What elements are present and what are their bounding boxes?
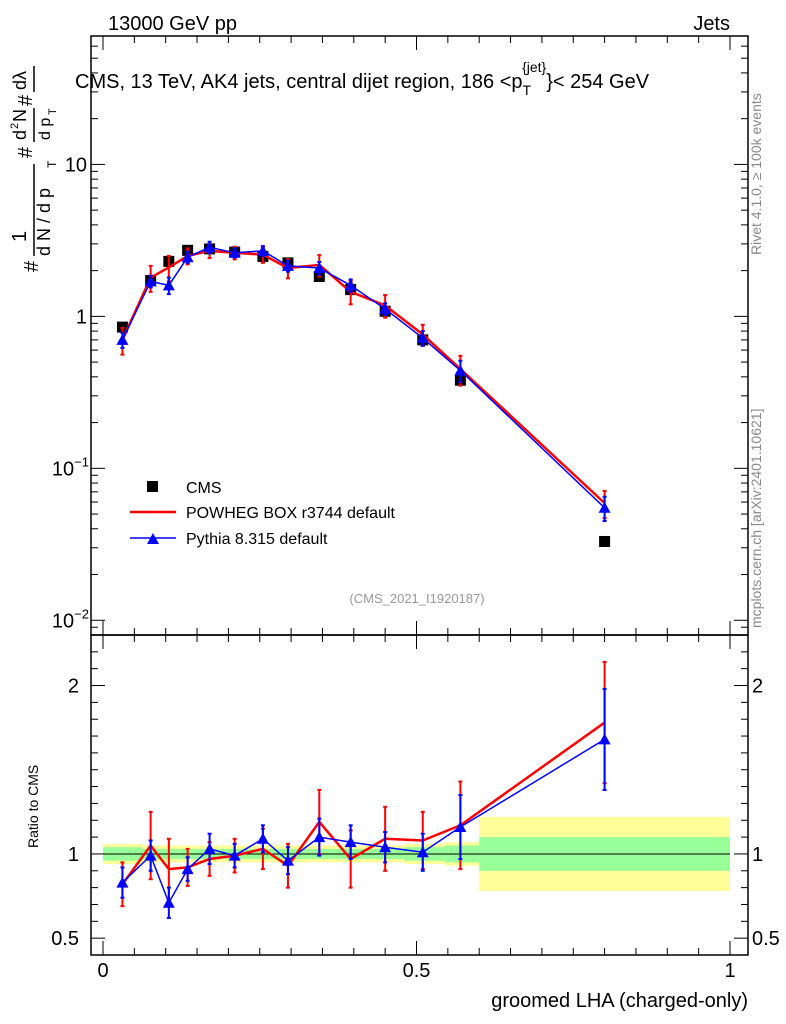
rivet-version-label: Rivet 4.1.0, ≥ 100k events bbox=[748, 93, 764, 255]
ratio-pythia-point bbox=[281, 854, 294, 866]
ratio-y-tick-label-right: 2 bbox=[752, 676, 763, 698]
header-energy: 13000 GeV pp bbox=[108, 13, 237, 35]
plot-title: CMS, 13 TeV, AK4 jets, central dijet reg… bbox=[75, 59, 650, 98]
pythia-point bbox=[416, 332, 429, 344]
ylabel-dpt: d p bbox=[37, 118, 54, 140]
x-tick-label: 0.5 bbox=[403, 960, 431, 982]
pythia-point bbox=[454, 364, 467, 376]
pythia-point bbox=[313, 262, 326, 274]
ratio-y-tick-label-right: 0.5 bbox=[752, 928, 780, 950]
main-y-axis-label: # 1 d N / d p T # d 2 N d p T # dλ bbox=[9, 66, 59, 272]
ratio-pythia-point bbox=[454, 821, 467, 832]
ratio-pythia-line bbox=[121, 738, 605, 905]
ratio-y-axis-label: Ratio to CMS bbox=[25, 765, 41, 848]
ratio-pythia-point bbox=[203, 842, 216, 854]
pythia-line bbox=[121, 246, 606, 509]
pythia-point bbox=[256, 244, 269, 256]
ratio-y-tick-label: 1 bbox=[68, 844, 79, 866]
ratio-pythia-point bbox=[598, 733, 611, 745]
ylabel-N: N bbox=[10, 109, 30, 122]
pythia-point bbox=[144, 275, 157, 287]
ylabel-dlambda: dλ bbox=[10, 71, 30, 90]
ylabel-d: d bbox=[10, 130, 30, 140]
main-y-tick-label: 10−1 bbox=[52, 454, 89, 480]
main-panel: 10−2 10−1 1 10 bbox=[52, 35, 749, 636]
ylabel-one: 1 bbox=[9, 231, 31, 242]
pythia-point bbox=[598, 501, 611, 513]
main-y-tick-label: 10 bbox=[65, 154, 87, 176]
cms-point bbox=[599, 535, 611, 547]
ylabel-hash1: # bbox=[21, 260, 43, 272]
legend-cms-marker bbox=[147, 481, 158, 492]
x-tick-label: 1 bbox=[724, 960, 735, 982]
pythia-point bbox=[181, 251, 194, 263]
ratio-pythia-point bbox=[344, 836, 357, 848]
ratio-pythia-point bbox=[416, 846, 429, 858]
analysis-tag: (CMS_2021_I1920187) bbox=[349, 591, 484, 606]
ylabel-hash3: # bbox=[15, 94, 37, 106]
ylabel-hash2: # bbox=[15, 146, 37, 158]
header-jets: Jets bbox=[693, 13, 730, 35]
ratio-y-tick-label-right: 1 bbox=[752, 844, 763, 866]
pythia-point bbox=[116, 333, 129, 345]
ylabel-sub-t1: T bbox=[45, 160, 59, 168]
legend-cms-label: CMS bbox=[186, 480, 222, 497]
pythia-point bbox=[203, 241, 216, 253]
powheg-line bbox=[121, 249, 606, 505]
pythia-point bbox=[379, 302, 392, 314]
x-tick-label: 0 bbox=[97, 960, 108, 982]
legend: CMS POWHEG BOX r3744 default Pythia 8.31… bbox=[130, 480, 396, 548]
main-y-tick-label: 10−2 bbox=[52, 606, 89, 632]
legend-pythia-marker bbox=[147, 533, 159, 544]
pythia-point bbox=[344, 279, 357, 291]
title-sup: {jet} bbox=[522, 59, 546, 75]
title-sub: T bbox=[523, 82, 532, 98]
ratio-pythia-point bbox=[313, 831, 326, 843]
ylabel-sup-2: 2 bbox=[9, 123, 21, 129]
ratio-y-tick-label: 2 bbox=[68, 676, 79, 698]
ratio-pythia-point bbox=[379, 841, 392, 853]
pythia-point bbox=[228, 246, 241, 258]
main-y-tick-label: 1 bbox=[76, 306, 87, 328]
ratio-pythia-point bbox=[116, 876, 129, 888]
pythia-point bbox=[162, 279, 175, 291]
ratio-panel: 0 0.5 1 0.5 0.5 1 1 2 2 bbox=[51, 634, 780, 982]
title-main: CMS, 13 TeV, AK4 jets, central dijet reg… bbox=[75, 71, 523, 93]
x-axis-label: groomed LHA (charged-only) bbox=[491, 990, 748, 1012]
ratio-pythia-point bbox=[256, 832, 269, 844]
ratio-pythia-point bbox=[228, 849, 241, 861]
ratio-pythia-point bbox=[144, 849, 157, 861]
ylabel-denominator: d N / d p bbox=[34, 188, 54, 256]
ratio-pythia-point bbox=[181, 863, 194, 875]
ylabel-sub-t2: T bbox=[47, 108, 59, 115]
ratio-powheg-line bbox=[121, 721, 606, 885]
ratio-y-tick-label: 0.5 bbox=[51, 928, 79, 950]
pythia-point bbox=[281, 259, 294, 271]
ratio-frame bbox=[90, 634, 749, 956]
legend-pythia-label: Pythia 8.315 default bbox=[186, 531, 328, 548]
mcplots-label: mcplots.cern.ch [arXiv:2401.10621] bbox=[748, 409, 764, 628]
ratio-pythia-point bbox=[162, 896, 175, 908]
legend-powheg-label: POWHEG BOX r3744 default bbox=[186, 505, 396, 522]
title-end: }< 254 GeV bbox=[546, 71, 650, 93]
